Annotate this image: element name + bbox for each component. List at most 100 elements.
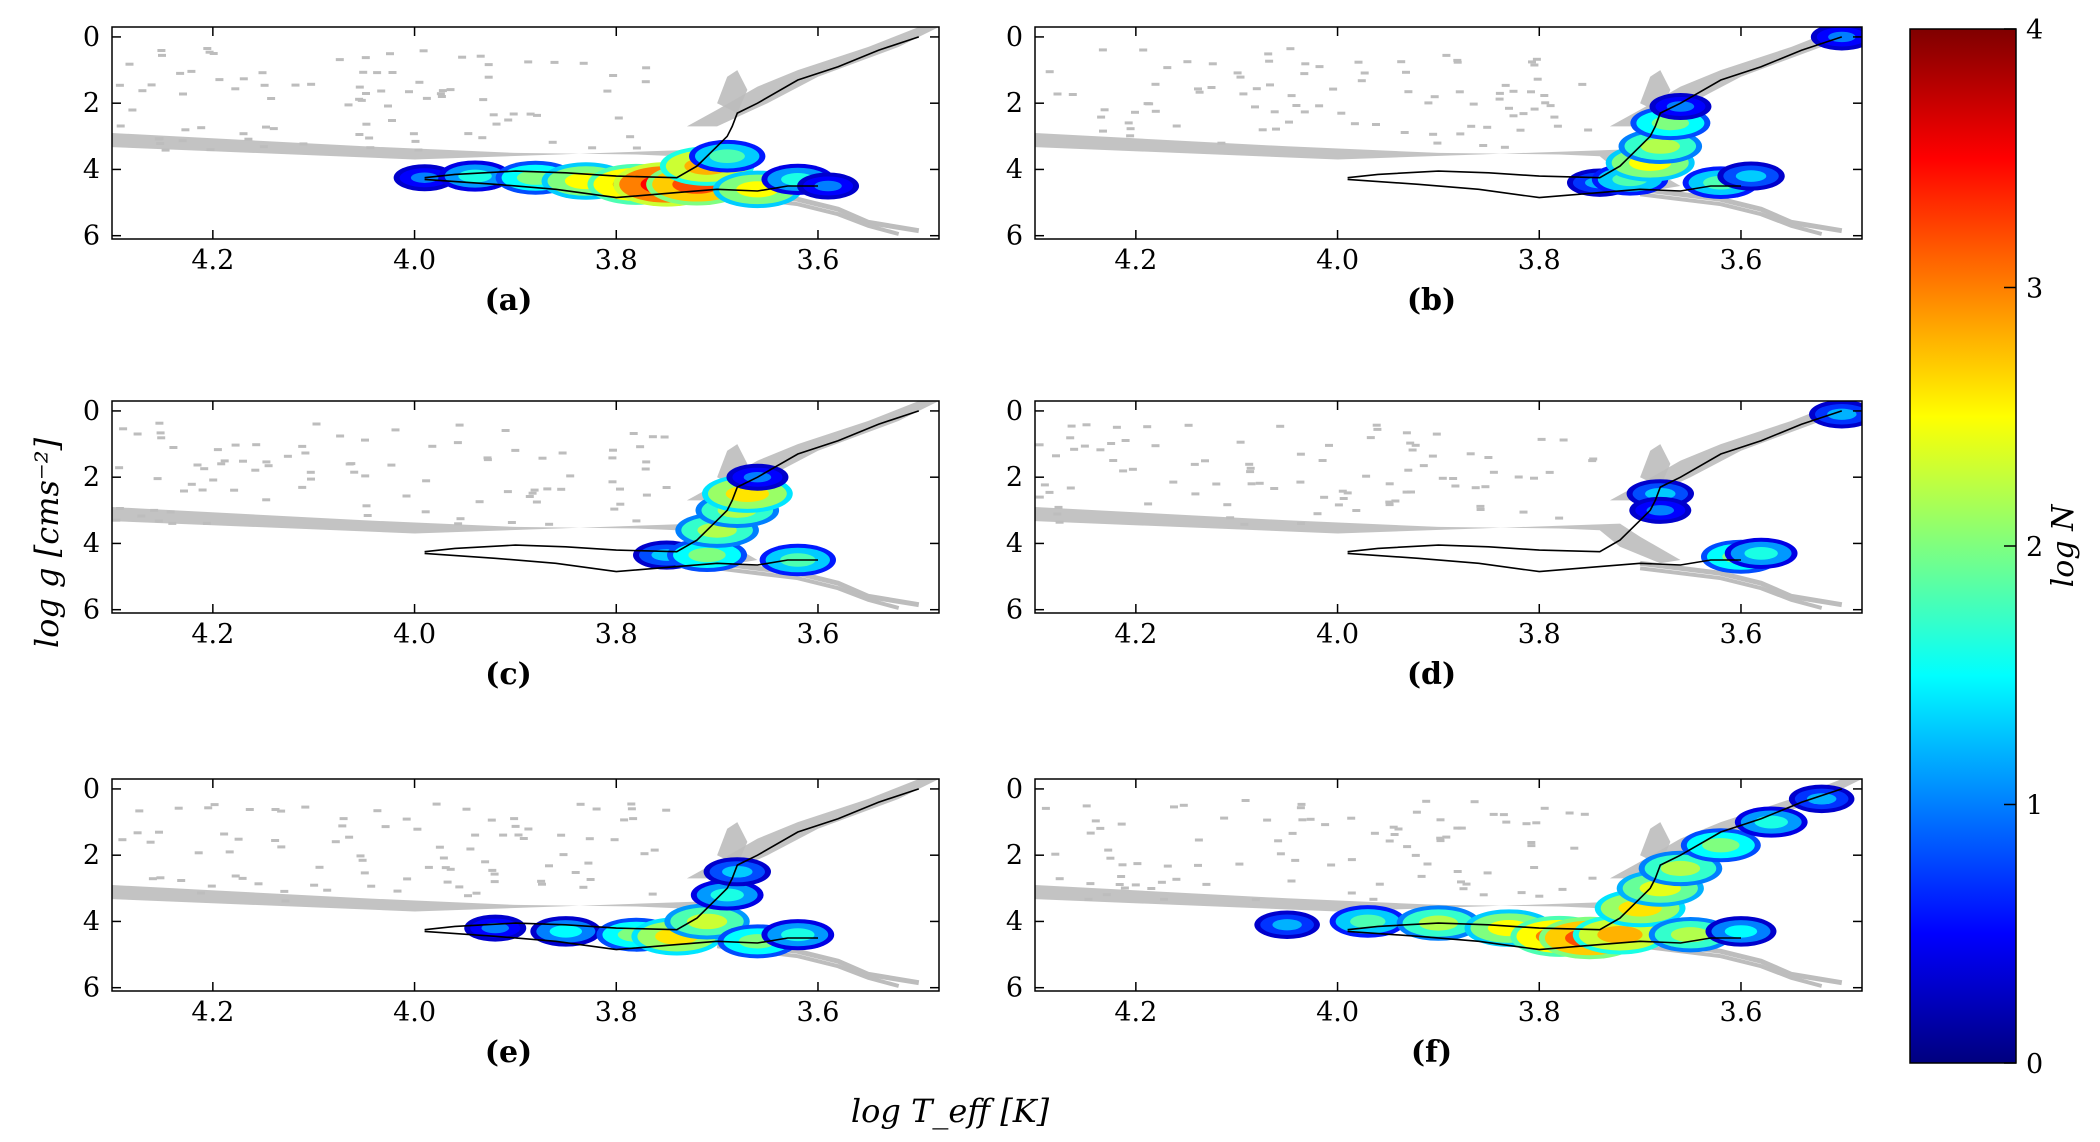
- speckle: [362, 504, 371, 508]
- panel-label: (e): [485, 1035, 532, 1070]
- speckle: [1104, 848, 1113, 852]
- speckle: [1489, 812, 1498, 816]
- speckle: [1519, 112, 1528, 116]
- speckle: [1163, 66, 1172, 70]
- speckle: [1408, 448, 1417, 452]
- y-tick-label: 0: [83, 396, 100, 427]
- speckle: [1194, 863, 1202, 867]
- speckle: [209, 478, 218, 482]
- speckle: [239, 77, 248, 81]
- speckle: [422, 96, 431, 100]
- speckle: [363, 514, 372, 517]
- speckle: [215, 78, 224, 82]
- panel-c: 4.2 4.0 3.8 3.6 0 2 4 6 (c): [83, 396, 940, 692]
- speckle: [1055, 520, 1064, 524]
- speckle: [133, 831, 142, 835]
- speckle: [148, 877, 157, 881]
- speckle: [1476, 504, 1485, 508]
- speckle: [1501, 83, 1510, 87]
- speckle: [1403, 845, 1412, 849]
- speckle: [584, 861, 593, 865]
- speckle: [592, 807, 601, 811]
- y-tick-label: 0: [1006, 22, 1023, 53]
- speckle: [1143, 102, 1152, 106]
- speckle: [1212, 482, 1221, 486]
- speckle: [262, 460, 271, 464]
- panel-plot-area: [1035, 779, 1862, 988]
- speckle: [1428, 454, 1437, 458]
- speckle: [220, 459, 229, 463]
- speckle: [1514, 475, 1523, 479]
- speckle: [1035, 495, 1044, 499]
- speckle: [359, 70, 368, 74]
- lower-track-2: [1639, 566, 1823, 610]
- speckle: [1535, 894, 1544, 898]
- x-tick-label: 3.8: [595, 997, 638, 1028]
- y-tick-label: 2: [83, 88, 100, 119]
- speckle: [1419, 464, 1428, 468]
- speckle: [1500, 145, 1509, 149]
- speckle: [421, 510, 430, 514]
- x-tick-label: 4.2: [191, 997, 234, 1028]
- panel-plot-area: [112, 27, 939, 236]
- speckle: [234, 837, 243, 841]
- speckle: [230, 488, 239, 492]
- contour-line-lower: [1347, 178, 1741, 199]
- speckle: [1217, 141, 1226, 145]
- speckle: [1357, 79, 1366, 83]
- speckle: [662, 486, 671, 489]
- speckle: [1406, 441, 1415, 445]
- speckle: [1588, 876, 1597, 880]
- speckle: [1505, 106, 1513, 110]
- speckle: [1424, 101, 1433, 105]
- x-tick-label: 3.8: [1518, 245, 1561, 276]
- y-tick-label: 6: [1006, 595, 1023, 626]
- speckle: [1394, 827, 1403, 831]
- speckle: [650, 848, 659, 852]
- speckle: [1041, 806, 1050, 810]
- speckle: [1483, 125, 1492, 129]
- speckle: [1423, 862, 1432, 866]
- speckle: [402, 817, 411, 821]
- speckle: [579, 885, 588, 889]
- lower-track: [1639, 186, 1843, 234]
- lower-track-2: [716, 566, 900, 610]
- speckle: [1082, 423, 1091, 427]
- speckle: [1194, 838, 1203, 842]
- speckle: [1236, 75, 1245, 79]
- speckle: [1151, 82, 1160, 86]
- speckle: [205, 50, 214, 54]
- axes-frame: [111, 400, 940, 614]
- speckle: [1476, 508, 1485, 511]
- speckle: [231, 443, 240, 447]
- speckle: [526, 112, 535, 116]
- speckle: [1128, 467, 1137, 471]
- speckle: [283, 454, 292, 458]
- x-tick-label: 3.8: [1518, 997, 1561, 1028]
- speckle: [338, 824, 347, 828]
- speckle: [1370, 831, 1379, 835]
- density-peak: [1660, 860, 1701, 876]
- speckle: [1245, 462, 1254, 466]
- speckle: [1350, 122, 1359, 126]
- speckle: [1530, 107, 1539, 111]
- speckle: [1258, 128, 1267, 132]
- speckle: [1325, 443, 1333, 447]
- speckle: [538, 882, 546, 886]
- speckle: [331, 840, 340, 844]
- contour-line: [424, 36, 920, 179]
- speckle: [435, 845, 444, 849]
- colorbar-tick-label: 4: [2026, 15, 2043, 46]
- speckle: [1297, 802, 1306, 806]
- speckle: [137, 514, 146, 518]
- speckle: [428, 444, 437, 448]
- speckle: [1327, 863, 1336, 867]
- speckle: [1385, 500, 1394, 504]
- speckle: [362, 92, 370, 95]
- speckle: [1470, 800, 1479, 804]
- x-tick-label: 4.2: [1114, 619, 1157, 650]
- speckle: [1301, 62, 1310, 66]
- density-peak: [549, 925, 583, 938]
- speckle: [1553, 124, 1562, 128]
